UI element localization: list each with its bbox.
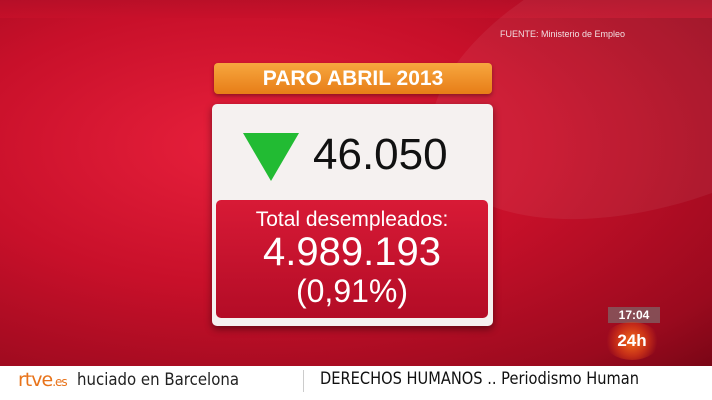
clock: 17:04 bbox=[608, 307, 660, 323]
source-caption: FUENTE: Ministerio de Empleo bbox=[500, 29, 626, 39]
stats-card: 46.050 Total desempleados: 4.989.193 (0,… bbox=[212, 104, 493, 326]
ticker-text-right: DERECHOS HUMANOS .. Periodismo Human bbox=[320, 369, 639, 389]
total-percent: (0,91%) bbox=[295, 273, 409, 309]
channel-logo: 24h bbox=[604, 322, 660, 360]
rtve-logo: rtve.es bbox=[18, 369, 68, 391]
graphic-title: PARO ABRIL 2013 bbox=[214, 63, 492, 94]
down-triangle-icon bbox=[243, 133, 299, 181]
total-value: 4.989.193 bbox=[263, 230, 441, 274]
news-ticker: rtve.es huciado en Barcelona DERECHOS HU… bbox=[0, 366, 712, 394]
total-label: Total desempleados: bbox=[255, 208, 449, 231]
monthly-change-value: 46.050 bbox=[313, 130, 448, 179]
ticker-divider bbox=[303, 370, 304, 392]
ticker-text-left: huciado en Barcelona bbox=[76, 370, 239, 390]
total-panel: Total desempleados: 4.989.193 (0,91%) bbox=[216, 200, 488, 318]
